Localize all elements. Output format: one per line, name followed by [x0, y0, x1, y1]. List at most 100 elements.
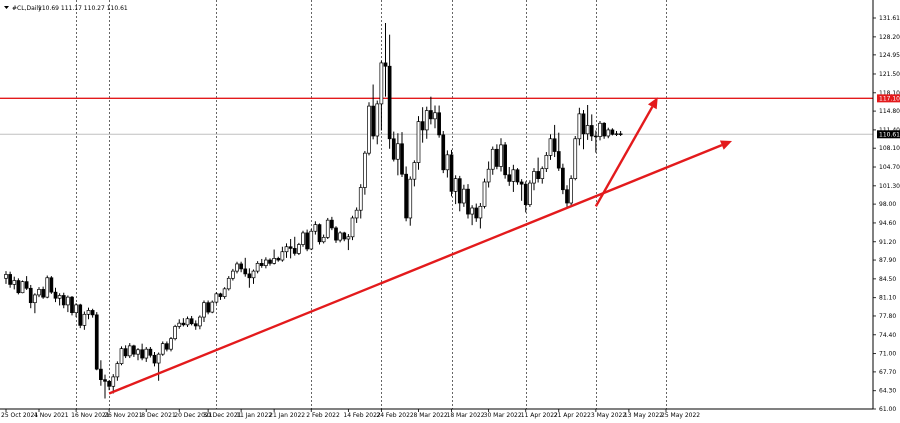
candle[interactable] — [115, 361, 120, 381]
candle[interactable] — [57, 293, 62, 306]
candle[interactable] — [614, 131, 619, 137]
candle[interactable] — [449, 149, 454, 197]
candle[interactable] — [119, 346, 124, 366]
candle[interactable] — [24, 276, 29, 290]
candle[interactable] — [503, 142, 507, 179]
candle[interactable] — [569, 175, 573, 207]
candle[interactable] — [594, 130, 598, 153]
candle[interactable] — [548, 134, 553, 160]
candle[interactable] — [536, 157, 540, 183]
candle[interactable] — [305, 229, 309, 252]
candle[interactable] — [165, 341, 169, 352]
candles[interactable] — [4, 23, 623, 399]
candle[interactable] — [189, 315, 194, 326]
candle[interactable] — [284, 243, 289, 258]
candle[interactable] — [222, 287, 227, 299]
candle[interactable] — [466, 184, 470, 219]
candle[interactable] — [243, 257, 248, 277]
candle[interactable] — [247, 268, 252, 288]
candle[interactable] — [136, 348, 140, 361]
candle[interactable] — [4, 271, 8, 284]
candle[interactable] — [78, 303, 83, 329]
candle[interactable] — [325, 217, 330, 239]
candle[interactable] — [53, 287, 58, 303]
trend-arrows[interactable] — [108, 97, 732, 395]
candle[interactable] — [74, 303, 78, 318]
candle[interactable] — [45, 275, 50, 299]
candle[interactable] — [387, 34, 392, 149]
candle[interactable] — [540, 166, 545, 184]
candle[interactable] — [99, 360, 103, 386]
candle[interactable] — [330, 216, 334, 231]
candle[interactable] — [152, 351, 157, 367]
candle[interactable] — [288, 239, 293, 259]
candle[interactable] — [585, 104, 590, 140]
trend-arrow-1[interactable] — [108, 140, 732, 395]
candle[interactable] — [363, 150, 367, 195]
candle[interactable] — [309, 229, 314, 251]
candle[interactable] — [94, 312, 99, 371]
candle[interactable] — [226, 276, 231, 291]
candle[interactable] — [577, 107, 582, 146]
candle[interactable] — [20, 280, 25, 294]
candle[interactable] — [198, 315, 202, 330]
candle[interactable] — [342, 231, 347, 242]
candle[interactable] — [231, 268, 235, 281]
candle[interactable] — [495, 144, 499, 170]
candle[interactable] — [111, 374, 116, 394]
candle[interactable] — [268, 258, 272, 266]
candle[interactable] — [235, 261, 239, 274]
candle[interactable] — [218, 292, 223, 300]
candle[interactable] — [462, 184, 466, 207]
candle[interactable] — [441, 131, 446, 174]
candle[interactable] — [416, 116, 421, 170]
candle[interactable] — [132, 344, 136, 357]
candle[interactable] — [127, 343, 132, 359]
candle[interactable] — [490, 146, 495, 175]
candle[interactable] — [160, 341, 165, 356]
candle[interactable] — [499, 138, 503, 172]
candle[interactable] — [429, 96, 433, 125]
candle[interactable] — [16, 278, 21, 295]
candle[interactable] — [140, 343, 144, 361]
candle[interactable] — [474, 203, 479, 222]
candle[interactable] — [70, 296, 74, 316]
candle[interactable] — [412, 160, 417, 187]
candle[interactable] — [610, 128, 615, 136]
candle[interactable] — [528, 180, 532, 207]
candle[interactable] — [301, 230, 305, 247]
candle[interactable] — [206, 300, 210, 315]
candle[interactable] — [561, 163, 565, 195]
candle[interactable] — [264, 257, 268, 269]
candle[interactable] — [28, 284, 33, 309]
candle[interactable] — [177, 319, 182, 329]
candle[interactable] — [86, 307, 91, 320]
candle[interactable] — [185, 316, 190, 328]
candle[interactable] — [606, 127, 611, 139]
candle[interactable] — [400, 132, 404, 177]
candle[interactable] — [396, 133, 400, 176]
candle[interactable] — [573, 136, 578, 181]
candle[interactable] — [107, 380, 111, 391]
candle[interactable] — [404, 166, 408, 222]
candle[interactable] — [618, 131, 623, 137]
candle[interactable] — [354, 207, 359, 223]
candle[interactable] — [482, 178, 487, 209]
candle[interactable] — [280, 246, 285, 262]
candle[interactable] — [272, 249, 276, 265]
candle[interactable] — [437, 105, 441, 138]
candle[interactable] — [49, 276, 54, 294]
candle[interactable] — [61, 292, 66, 309]
candle[interactable] — [313, 221, 318, 235]
candle[interactable] — [457, 175, 462, 212]
candle[interactable] — [453, 175, 458, 205]
candle[interactable] — [602, 122, 606, 139]
candle[interactable] — [259, 258, 264, 268]
candle[interactable] — [519, 179, 524, 201]
dropdown-triangle-icon[interactable] — [4, 6, 9, 9]
candle[interactable] — [82, 311, 87, 330]
candle[interactable] — [445, 150, 450, 178]
candle[interactable] — [367, 102, 371, 156]
